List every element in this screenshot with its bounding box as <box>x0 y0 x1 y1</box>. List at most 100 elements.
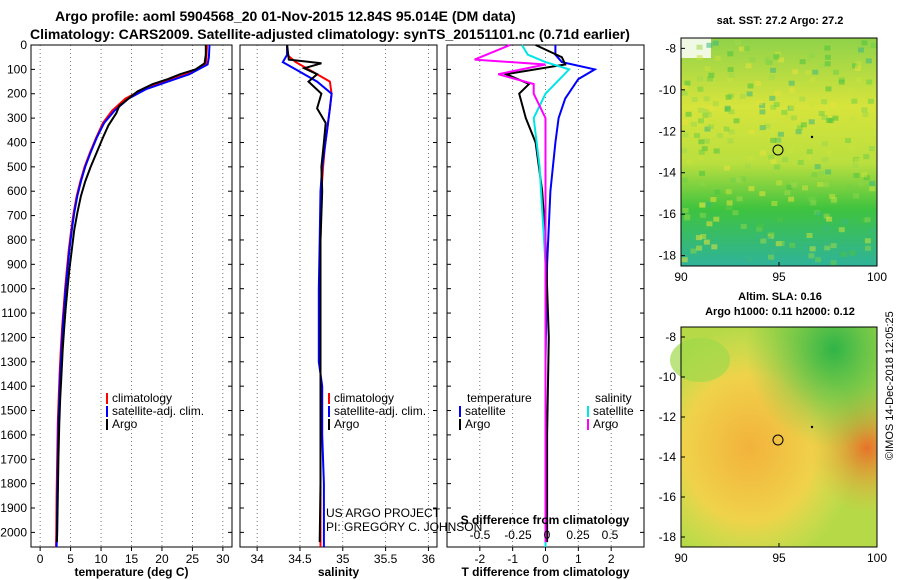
sst-texture-cell <box>870 228 876 234</box>
sst-texture-cell <box>733 118 740 124</box>
x2-tick-label: 0.25 <box>566 528 590 542</box>
sst-texture-cell <box>824 61 831 67</box>
sst-texture-cell <box>694 133 700 138</box>
temperature-panel: 0 5 10 15 20 25 30 temperature (deg C) climatolo… <box>30 44 233 579</box>
sst-texture-cell <box>745 63 752 69</box>
sst-texture-cell <box>777 131 784 137</box>
sst-texture-cell <box>714 55 721 61</box>
sst-texture-cell <box>736 196 743 202</box>
sst-texture-cell <box>681 90 688 96</box>
sst-texture-cell <box>729 177 736 183</box>
sst-texture-cell <box>814 164 821 170</box>
sst-texture-cell <box>792 69 799 75</box>
sst-texture-cell <box>823 213 830 219</box>
sst-texture-cell <box>800 122 807 128</box>
sst-texture-cell <box>810 200 817 206</box>
legend-swatch <box>328 406 330 417</box>
legend-entry: satellite <box>593 404 634 418</box>
x-tick-label: 35.5 <box>374 552 398 566</box>
sst-texture-cell <box>764 59 771 65</box>
series-satellite <box>281 45 333 547</box>
sst-texture-cell <box>757 222 764 228</box>
sst-texture-cell <box>743 46 750 52</box>
header-line-1: Argo profile: aoml 5904568_20 01-Nov-201… <box>55 8 516 24</box>
sst-texture-cell <box>705 112 712 118</box>
map-y-tick-label: -16 <box>659 207 677 221</box>
sst-texture-cell <box>725 189 732 195</box>
sst-texture-cell <box>681 177 688 183</box>
x-tick-label: -2 <box>474 552 485 566</box>
sst-texture-cell <box>711 244 718 250</box>
x-axis-label: salinity <box>318 565 360 579</box>
sst-texture-cell <box>770 137 777 143</box>
sst-texture-cell <box>784 113 791 119</box>
sst-texture-cell <box>786 184 793 190</box>
sst-texture-cell <box>683 215 690 221</box>
sst-texture-cell <box>686 159 693 165</box>
map-y-tick-label: -12 <box>659 410 677 424</box>
map-y-tick-label: -14 <box>659 450 677 464</box>
sst-texture-cell <box>695 235 702 241</box>
sst-texture-cell <box>863 154 870 160</box>
sla-map-subtitle: Argo h1000: 0.11 h2000: 0.12 <box>705 306 855 318</box>
imos-watermark: ©IMOS 14-Dec-2018 12:05:25 <box>884 311 896 460</box>
x-tick-label: 25 <box>186 552 200 566</box>
sst-texture-cell <box>858 47 864 53</box>
sla-map-patch <box>670 338 730 382</box>
sst-texture-cell <box>769 95 776 101</box>
sst-texture-cell <box>799 59 806 65</box>
sst-texture-cell <box>784 190 791 196</box>
sst-texture-cell <box>853 173 860 178</box>
sst-texture-cell <box>698 118 704 124</box>
sst-texture-cell <box>863 138 870 144</box>
sst-texture-cell <box>806 233 813 238</box>
sst-texture-cell <box>806 149 813 155</box>
sst-texture-cell <box>855 77 862 83</box>
x2-axis-label: S difference from climatology <box>461 513 630 527</box>
sst-texture-cell <box>766 137 773 143</box>
sst-texture-cell <box>774 164 781 170</box>
sst-texture-cell <box>789 87 796 93</box>
x-tick-label: -1 <box>507 552 518 566</box>
sst-texture-cell <box>770 158 777 164</box>
sst-texture-cell <box>830 101 837 107</box>
sst-texture-cell <box>789 242 796 248</box>
sst-texture-cell <box>727 67 734 73</box>
sst-texture-cell <box>696 44 703 50</box>
sst-texture-cell <box>812 69 819 75</box>
legend-entry: Argo <box>465 417 491 431</box>
sst-texture-cell <box>716 133 723 139</box>
sst-texture-cell <box>830 198 837 204</box>
header-line-2: Climatology: CARS2009. Satellite-adjuste… <box>30 26 630 42</box>
sst-texture-cell <box>778 240 785 246</box>
x-tick-label: 30 <box>216 552 230 566</box>
sst-texture-cell <box>852 63 858 69</box>
sst-texture-cell <box>826 216 833 222</box>
sst-texture-cell <box>781 109 788 115</box>
sst-texture-cell <box>782 157 789 163</box>
sst-texture-cell <box>849 144 855 150</box>
sst-texture-cell <box>864 238 871 244</box>
panel-frame <box>239 44 438 548</box>
sst-texture-cell <box>768 74 775 80</box>
sst-texture-cell <box>738 46 745 52</box>
sst-texture-cell <box>870 43 877 49</box>
sst-texture-cell <box>857 181 864 187</box>
sst-texture-cell <box>686 87 692 93</box>
sst-texture-cell <box>746 91 753 97</box>
sst-texture-cell <box>697 86 704 92</box>
sst-texture-cell <box>764 123 771 129</box>
sst-texture-cell <box>860 218 867 224</box>
sst-texture-cell <box>707 123 714 129</box>
x-axis-label: temperature (deg C) <box>74 565 188 579</box>
sst-texture-cell <box>787 148 794 154</box>
depth-tick-label: 300 <box>7 111 27 125</box>
sst-texture-cell <box>869 181 876 186</box>
sst-texture-cell <box>788 80 795 86</box>
sst-texture-cell <box>826 117 833 123</box>
map-y-tick-label: -18 <box>659 249 677 263</box>
series-argo <box>55 45 207 543</box>
sst-texture-cell <box>703 239 710 245</box>
x-tick-label: 34 <box>250 552 264 566</box>
depth-tick-label: 1300 <box>0 355 27 369</box>
